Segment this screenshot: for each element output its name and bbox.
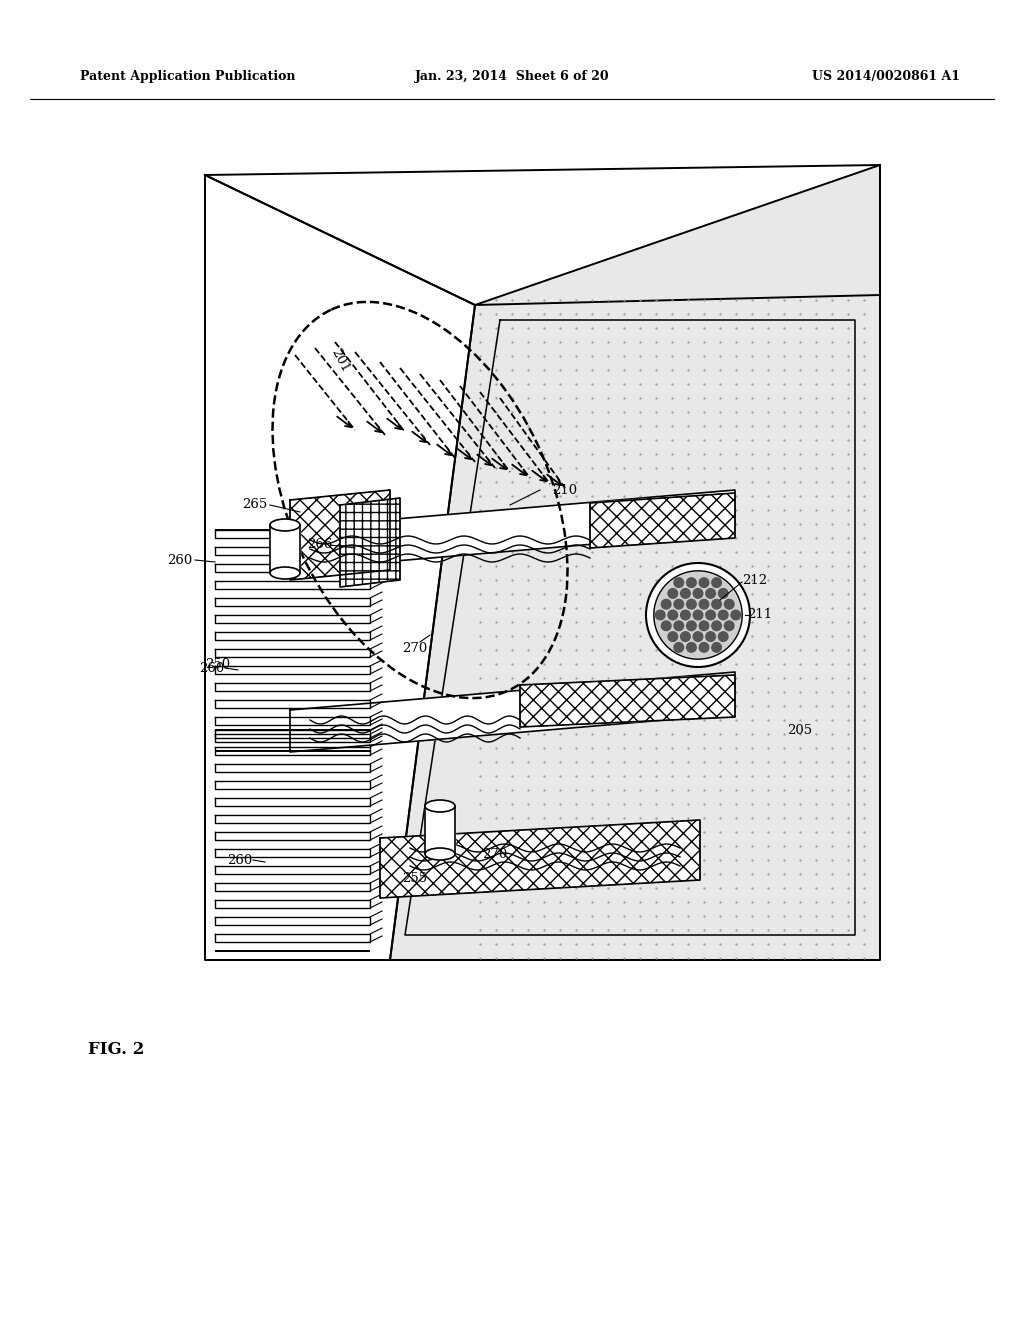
Ellipse shape [270, 568, 300, 579]
Polygon shape [215, 866, 370, 874]
Circle shape [687, 643, 696, 652]
Circle shape [662, 620, 671, 631]
Polygon shape [215, 781, 370, 789]
Text: 266: 266 [307, 539, 333, 552]
Circle shape [681, 589, 690, 598]
Polygon shape [290, 672, 735, 752]
Polygon shape [215, 546, 370, 554]
Polygon shape [215, 900, 370, 908]
Polygon shape [340, 498, 400, 587]
Polygon shape [380, 820, 700, 898]
Circle shape [662, 599, 671, 609]
Circle shape [681, 610, 690, 620]
Circle shape [674, 643, 684, 652]
Polygon shape [215, 832, 370, 840]
Circle shape [674, 599, 684, 609]
Text: 270: 270 [482, 849, 508, 862]
Circle shape [668, 610, 678, 620]
Circle shape [706, 610, 716, 620]
Text: 250: 250 [206, 659, 230, 672]
Circle shape [699, 620, 709, 631]
Polygon shape [215, 730, 370, 738]
Circle shape [681, 632, 690, 642]
Circle shape [655, 610, 665, 620]
Circle shape [724, 599, 734, 609]
Polygon shape [215, 799, 370, 807]
Circle shape [693, 589, 702, 598]
Polygon shape [215, 764, 370, 772]
Text: 205: 205 [787, 723, 813, 737]
Circle shape [668, 632, 678, 642]
Polygon shape [215, 598, 370, 606]
Polygon shape [215, 564, 370, 572]
Circle shape [687, 599, 696, 609]
Circle shape [687, 620, 696, 631]
Circle shape [699, 643, 709, 652]
Circle shape [693, 632, 702, 642]
Polygon shape [215, 682, 370, 690]
Text: 255: 255 [402, 871, 428, 884]
Polygon shape [205, 165, 880, 305]
Circle shape [712, 643, 721, 652]
Ellipse shape [425, 800, 455, 812]
Ellipse shape [270, 519, 300, 531]
Polygon shape [270, 525, 300, 573]
Text: 212: 212 [742, 573, 768, 586]
Polygon shape [215, 734, 370, 742]
Circle shape [699, 599, 709, 609]
Polygon shape [215, 883, 370, 891]
Polygon shape [215, 747, 370, 755]
Text: 260: 260 [227, 854, 253, 866]
Polygon shape [215, 700, 370, 708]
Text: 265: 265 [243, 499, 267, 511]
Circle shape [687, 578, 696, 587]
Circle shape [706, 632, 716, 642]
Circle shape [668, 589, 678, 598]
Polygon shape [425, 807, 455, 854]
Text: 201: 201 [329, 346, 351, 374]
Polygon shape [215, 935, 370, 942]
Polygon shape [215, 814, 370, 822]
Circle shape [719, 610, 728, 620]
Polygon shape [590, 492, 735, 548]
Polygon shape [290, 490, 390, 579]
Circle shape [653, 570, 742, 659]
Ellipse shape [425, 847, 455, 861]
Polygon shape [215, 632, 370, 640]
Polygon shape [215, 649, 370, 657]
Polygon shape [215, 917, 370, 925]
Circle shape [646, 564, 750, 667]
Circle shape [712, 578, 721, 587]
Circle shape [712, 599, 721, 609]
Circle shape [731, 610, 740, 620]
Circle shape [674, 578, 684, 587]
Text: 211: 211 [748, 609, 772, 622]
Text: 210: 210 [552, 483, 578, 496]
Text: Jan. 23, 2014  Sheet 6 of 20: Jan. 23, 2014 Sheet 6 of 20 [415, 70, 609, 83]
Text: FIG. 2: FIG. 2 [88, 1041, 144, 1059]
Circle shape [693, 610, 702, 620]
Text: 270: 270 [402, 642, 428, 655]
Text: 260: 260 [200, 661, 224, 675]
Circle shape [712, 620, 721, 631]
Circle shape [699, 578, 709, 587]
Polygon shape [205, 176, 475, 960]
Polygon shape [390, 165, 880, 960]
Text: 260: 260 [167, 553, 193, 566]
Polygon shape [290, 490, 735, 570]
Polygon shape [215, 717, 370, 725]
Polygon shape [215, 531, 370, 539]
Circle shape [706, 589, 716, 598]
Polygon shape [215, 615, 370, 623]
Text: Patent Application Publication: Patent Application Publication [80, 70, 296, 83]
Polygon shape [215, 581, 370, 589]
Circle shape [719, 632, 728, 642]
Circle shape [719, 589, 728, 598]
Text: US 2014/0020861 A1: US 2014/0020861 A1 [812, 70, 961, 83]
Polygon shape [215, 667, 370, 675]
Circle shape [674, 620, 684, 631]
Circle shape [724, 620, 734, 631]
Polygon shape [215, 849, 370, 857]
Polygon shape [520, 675, 735, 727]
